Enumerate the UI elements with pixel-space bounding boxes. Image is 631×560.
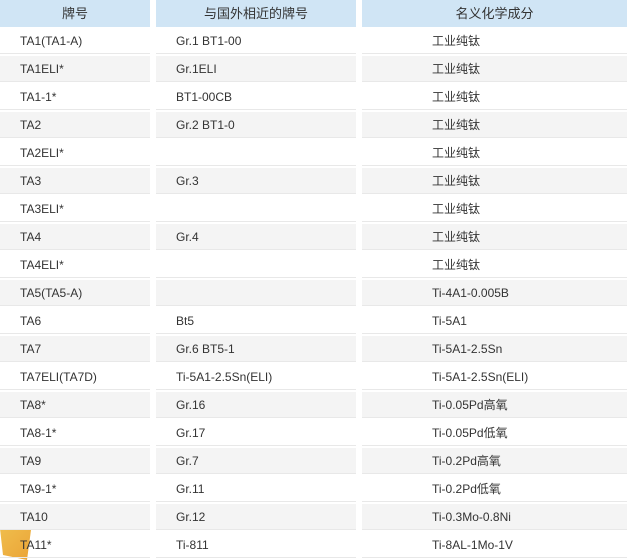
table-row: TA8*Gr.16Ti-0.05Pd高氧 <box>0 391 631 419</box>
table-row: TA8-1*Gr.17Ti-0.05Pd低氧 <box>0 419 631 447</box>
table-cell: Gr.16 <box>156 392 356 418</box>
table-cell: Gr.7 <box>156 448 356 474</box>
table-cell: TA7ELI(TA7D) <box>0 364 150 390</box>
table-cell: 工业纯钛 <box>362 252 627 278</box>
table-cell <box>156 280 356 306</box>
table-cell: Gr.4 <box>156 224 356 250</box>
table-cell: Gr.1ELI <box>156 56 356 82</box>
table-cell: TA7 <box>0 336 150 362</box>
col-header-composition: 名义化学成分 <box>362 0 627 27</box>
table-cell: TA1(TA1-A) <box>0 28 150 54</box>
table-header-row: 牌号 与国外相近的牌号 名义化学成分 <box>0 0 631 27</box>
table-cell: TA1-1* <box>0 84 150 110</box>
table-row: TA2Gr.2 BT1-0工业纯钛 <box>0 111 631 139</box>
table-cell: 工业纯钛 <box>362 112 627 138</box>
table-cell: TA8-1* <box>0 420 150 446</box>
table-body: TA1(TA1-A)Gr.1 BT1-00工业纯钛TA1ELI*Gr.1ELI工… <box>0 27 631 559</box>
table-cell: TA3ELI* <box>0 196 150 222</box>
table-cell: TA2 <box>0 112 150 138</box>
table-cell: TA3 <box>0 168 150 194</box>
table-row: TA4Gr.4工业纯钛 <box>0 223 631 251</box>
table-cell <box>156 252 356 278</box>
table-row: TA7Gr.6 BT5-1Ti-5A1-2.5Sn <box>0 335 631 363</box>
table-cell: Ti-5A1-2.5Sn <box>362 336 627 362</box>
table-cell: Gr.1 BT1-00 <box>156 28 356 54</box>
table-row: TA2ELI* 工业纯钛 <box>0 139 631 167</box>
table-cell: Ti-0.05Pd高氧 <box>362 392 627 418</box>
table-cell: 工业纯钛 <box>362 196 627 222</box>
table-cell: TA6 <box>0 308 150 334</box>
table-cell <box>156 140 356 166</box>
table-cell: 工业纯钛 <box>362 224 627 250</box>
table-cell: Gr.6 BT5-1 <box>156 336 356 362</box>
table-cell: Gr.2 BT1-0 <box>156 112 356 138</box>
table-cell: TA9 <box>0 448 150 474</box>
table-cell: Gr.3 <box>156 168 356 194</box>
table-cell: TA5(TA5-A) <box>0 280 150 306</box>
table-cell: Ti-5A1-2.5Sn(ELI) <box>362 364 627 390</box>
table-cell: BT1-00CB <box>156 84 356 110</box>
table-cell: TA9-1* <box>0 476 150 502</box>
table-row: TA5(TA5-A) Ti-4A1-0.005B <box>0 279 631 307</box>
table-cell: 工业纯钛 <box>362 56 627 82</box>
table-cell: TA10 <box>0 504 150 530</box>
table-cell: Ti-0.3Mo-0.8Ni <box>362 504 627 530</box>
col-header-grade: 牌号 <box>0 0 150 27</box>
table-row: TA3Gr.3工业纯钛 <box>0 167 631 195</box>
table-cell: Ti-811 <box>156 532 356 558</box>
table-cell: TA4 <box>0 224 150 250</box>
table-row: TA1(TA1-A)Gr.1 BT1-00工业纯钛 <box>0 27 631 55</box>
titanium-grades-table: 牌号 与国外相近的牌号 名义化学成分 TA1(TA1-A)Gr.1 BT1-00… <box>0 0 631 559</box>
table-cell: Gr.12 <box>156 504 356 530</box>
table-cell: TA4ELI* <box>0 252 150 278</box>
table-cell: TA8* <box>0 392 150 418</box>
table-cell: Ti-5A1 <box>362 308 627 334</box>
table-cell: Ti-0.2Pd低氧 <box>362 476 627 502</box>
table-row: TA1-1*BT1-00CB工业纯钛 <box>0 83 631 111</box>
table-row: TA4ELI* 工业纯钛 <box>0 251 631 279</box>
table-cell: Gr.17 <box>156 420 356 446</box>
table-row: TA1ELI*Gr.1ELI工业纯钛 <box>0 55 631 83</box>
table-cell: Ti-4A1-0.005B <box>362 280 627 306</box>
table-cell: Ti-0.2Pd高氧 <box>362 448 627 474</box>
table-row: TA7ELI(TA7D)Ti-5A1-2.5Sn(ELI)Ti-5A1-2.5S… <box>0 363 631 391</box>
col-header-foreign: 与国外相近的牌号 <box>156 0 356 27</box>
table-cell: Gr.11 <box>156 476 356 502</box>
table-cell: Ti-8AL-1Mo-1V <box>362 532 627 558</box>
table-row: TA10Gr.12Ti-0.3Mo-0.8Ni <box>0 503 631 531</box>
table-cell: Bt5 <box>156 308 356 334</box>
table-cell: TA11* <box>0 532 150 558</box>
table-cell: 工业纯钛 <box>362 140 627 166</box>
table-cell <box>156 196 356 222</box>
table-cell: TA2ELI* <box>0 140 150 166</box>
table-row: TA6Bt5Ti-5A1 <box>0 307 631 335</box>
table-row: TA11*Ti-811Ti-8AL-1Mo-1V <box>0 531 631 559</box>
table-cell: TA1ELI* <box>0 56 150 82</box>
table-row: TA9-1*Gr.11Ti-0.2Pd低氧 <box>0 475 631 503</box>
table-cell: 工业纯钛 <box>362 84 627 110</box>
table-cell: 工业纯钛 <box>362 168 627 194</box>
table-row: TA9Gr.7Ti-0.2Pd高氧 <box>0 447 631 475</box>
table-cell: Ti-5A1-2.5Sn(ELI) <box>156 364 356 390</box>
table-cell: Ti-0.05Pd低氧 <box>362 420 627 446</box>
table-cell: 工业纯钛 <box>362 28 627 54</box>
table-row: TA3ELI* 工业纯钛 <box>0 195 631 223</box>
